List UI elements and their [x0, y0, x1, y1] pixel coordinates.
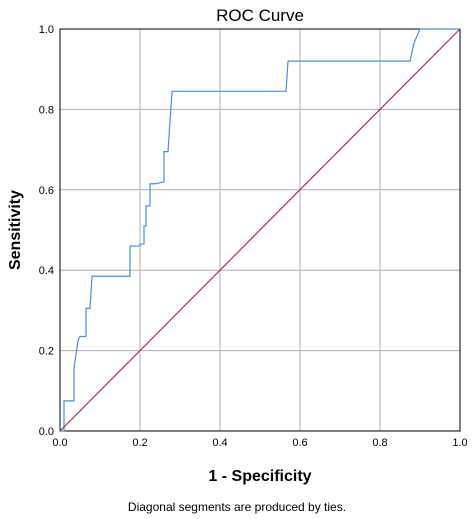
roc-curve-line: [60, 28, 460, 432]
y-tick-label: 1.0: [39, 24, 54, 36]
grid-lines: [60, 29, 460, 431]
y-tick-label: 0.0: [39, 426, 54, 438]
y-axis-title: Sensitivity: [7, 190, 24, 270]
reference-diagonal-line: [59, 28, 461, 432]
x-tick-label: 0.6: [292, 437, 307, 449]
y-tick-label: 0.4: [39, 265, 54, 277]
x-tick-label: 1.0: [452, 437, 467, 449]
x-tick-label: 0.0: [52, 437, 67, 449]
x-tick-labels: 0.0 0.2 0.4 0.6 0.8 1.0: [52, 437, 467, 449]
y-tick-label: 0.8: [39, 104, 54, 116]
x-axis-title: 1 - Specificity: [208, 468, 311, 485]
y-tick-label: 0.2: [39, 346, 54, 358]
x-tick-label: 0.2: [132, 437, 147, 449]
y-tick-labels: 0.0 0.2 0.4 0.6 0.8 1.0: [39, 24, 54, 438]
chart-title: ROC Curve: [216, 6, 304, 25]
footnote-text: Diagonal segments are produced by ties.: [128, 500, 346, 514]
x-tick-label: 0.4: [212, 437, 227, 449]
plot-frame: [59, 28, 461, 432]
x-tick-label: 0.8: [372, 437, 387, 449]
series-layer: [59, 28, 461, 432]
y-tick-label: 0.6: [39, 185, 54, 197]
